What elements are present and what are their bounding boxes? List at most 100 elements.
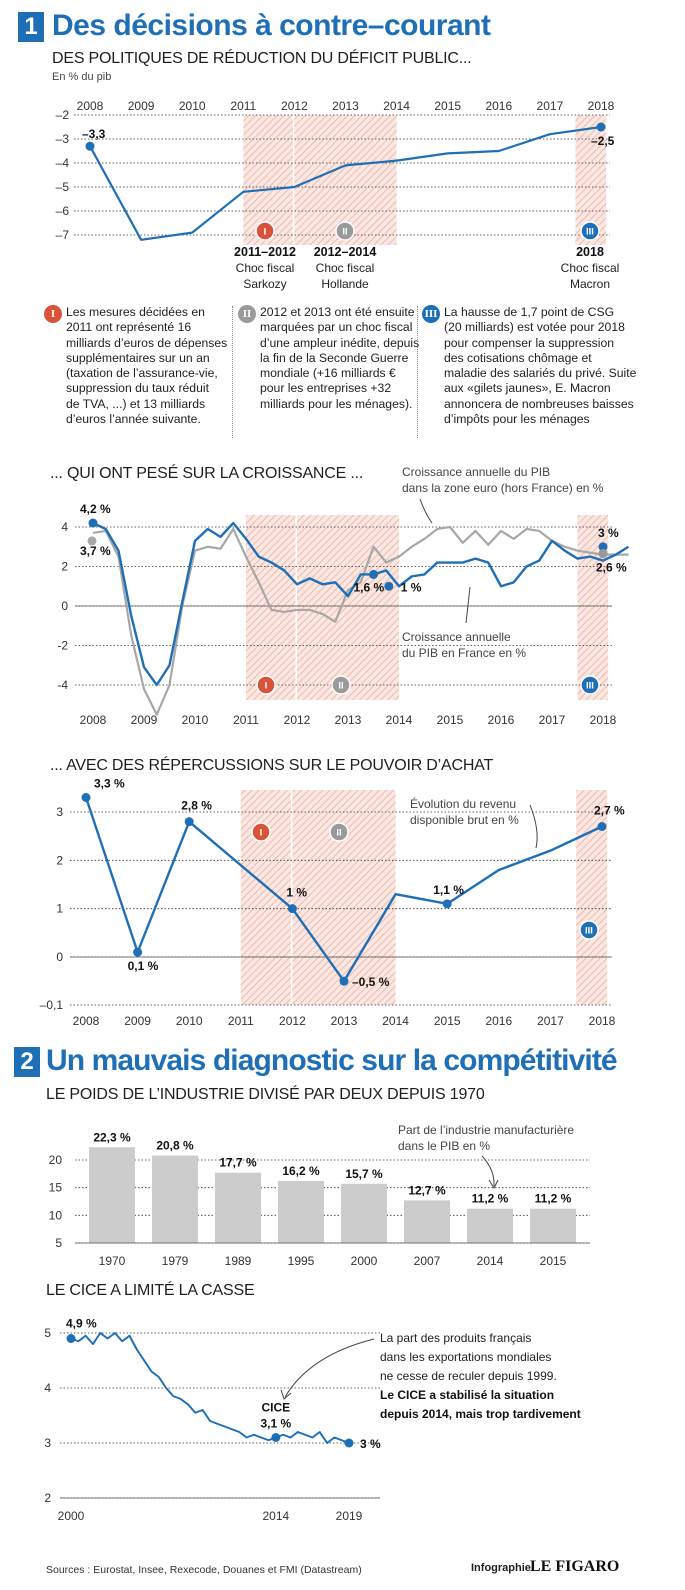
figaro-logo: LE FIGARO — [530, 1558, 620, 1575]
x-tick-label: 1995 — [288, 1254, 315, 1268]
growth-marker-I — [256, 675, 276, 695]
cice-annotation: dans les exportations mondiales — [380, 1350, 551, 1364]
ez-annotation-2: dans la zone euro (hors France) en % — [402, 481, 604, 495]
label-mid: 3,1 % — [260, 1417, 291, 1431]
label-end: –2,5 — [591, 134, 615, 148]
x-tick-label: 2014 — [383, 99, 410, 113]
x-tick-label: 2016 — [488, 713, 515, 727]
y-tick-label: 2 — [44, 1491, 51, 1505]
y-tick-label: –7 — [56, 228, 70, 242]
income-point — [442, 899, 452, 909]
y-tick-label: –5 — [56, 180, 70, 194]
y-tick-label: 2 — [56, 853, 63, 867]
x-tick-label: 1989 — [225, 1254, 252, 1268]
y-tick-label: 20 — [49, 1153, 63, 1167]
growth-marker-III — [580, 675, 600, 695]
income-marker-I — [251, 822, 271, 842]
industry-bar — [89, 1147, 135, 1243]
y-tick-label: 4 — [44, 1381, 51, 1395]
label-start: 4,9 % — [66, 1317, 97, 1331]
note-marker: II — [238, 305, 256, 323]
shock-line2: Sarkozy — [243, 277, 286, 291]
note-line: milliards pour les ménages). — [260, 396, 413, 411]
cice-chart: 5 4 3 2 2000 2014 2019 4,9 % CICE 3,1 % 3 % La part… — [44, 1317, 580, 1524]
x-tick-label: 2013 — [332, 99, 359, 113]
x-tick-label: 2012 — [279, 1014, 306, 1028]
x-tick-label: 2015 — [437, 713, 464, 727]
section-title-2: Un mauvais diagnostic sur la compétitivi… — [46, 1044, 618, 1077]
note-line: la fin de la Seconde Guerre — [260, 350, 409, 365]
y-tick-label: –3 — [56, 132, 70, 146]
x-tick-label: 2000 — [58, 1509, 85, 1523]
income-point — [133, 947, 143, 957]
industry-bar — [215, 1172, 261, 1243]
industry-annotation-2: dans le PIB en % — [398, 1139, 490, 1153]
note-text: La hausse de 1,7 point de CSG (20 milliar… — [444, 305, 636, 427]
industry-subtitle: LE POIDS DE L’INDUSTRIE DIVISÉ PAR DEUX … — [46, 1086, 485, 1103]
shock-marker-III — [580, 221, 600, 241]
y-tick-label: 5 — [44, 1326, 51, 1340]
x-tick-label: 2017 — [537, 1014, 564, 1028]
fr-annotation-2: du PIB en France en % — [402, 646, 526, 660]
growth-marker-II — [331, 675, 351, 695]
cice-subtitle: LE CICE A LIMITÉ LA CASSE — [46, 1282, 255, 1299]
shock-line2: Macron — [570, 277, 610, 291]
income-marker-III-label: III — [585, 926, 593, 937]
note-line: mondiale (+16 milliards € — [260, 366, 396, 381]
shock-marker-II — [335, 221, 355, 241]
section-number-1: 1 — [18, 12, 44, 42]
industry-bar — [404, 1200, 450, 1243]
income-marker-II-label: II — [336, 828, 341, 839]
x-tick-label: 2000 — [351, 1254, 378, 1268]
note-line: de TVA, ...) et 13 milliards — [66, 396, 206, 411]
note-line: d’une ampleur inédite, depuis — [260, 335, 420, 350]
point-start — [66, 1334, 76, 1343]
industry-bar-label: 16,2 % — [282, 1164, 320, 1178]
income-point-label: 2,8 % — [181, 799, 212, 813]
income-point-label: 1,1 % — [433, 883, 464, 897]
point-fr-end — [598, 542, 608, 552]
sources: Sources : Eurostat, Insee, Rexecode, Dou… — [46, 1564, 362, 1576]
note-line: d’impôts pour les ménages — [444, 412, 590, 427]
x-tick-label: 2017 — [537, 99, 564, 113]
industry-annotation-1: Part de l’industrie manufacturière — [398, 1123, 574, 1137]
y-tick-label: -4 — [57, 678, 68, 692]
growth-marker-I-label: I — [265, 681, 268, 692]
fr-annotation-1: Croissance annuelle — [402, 630, 511, 644]
income-point-label: –0,5 % — [352, 975, 390, 989]
cice-line — [70, 1332, 350, 1444]
growth-marker-II-label: II — [338, 681, 343, 692]
x-tick-label: 2009 — [124, 1014, 151, 1028]
industry-bar-label: 22,3 % — [93, 1130, 131, 1144]
note-line: pour compenser la suppression — [444, 335, 615, 350]
shaded-period — [292, 790, 396, 1005]
note-line: d’euros l’année suivante. — [66, 412, 201, 427]
point-2008 — [85, 141, 95, 151]
y-tick-label: -2 — [57, 639, 68, 653]
point-end — [344, 1438, 354, 1448]
shock-marker-III-label: III — [586, 227, 594, 238]
x-tick-label: 2015 — [540, 1254, 567, 1268]
france-line — [92, 521, 630, 687]
note-line: Les mesures décidées en — [66, 305, 205, 319]
note-text: Les mesures décidées en 2011 ont représen… — [66, 305, 227, 427]
x-tick-label: 1970 — [99, 1254, 126, 1268]
industry-bar-label: 11,2 % — [472, 1192, 509, 1206]
income-subtitle: ... AVEC DES RÉPERCUSSIONS SUR LE POUVOI… — [50, 757, 494, 774]
note-line: maladie des salariés du privé. Suite — [444, 366, 637, 381]
income-annotation-1: Évolution du revenu — [410, 796, 516, 811]
x-tick-label: 2007 — [414, 1254, 441, 1268]
deficit-chart: –2 –3 –4 –5 –6 –7 2008 2009 2010 2011 2012 2013 2014… — [56, 99, 620, 291]
x-tick-label: 2012 — [281, 99, 308, 113]
shock-year: 2018 — [576, 245, 604, 259]
label-ez-start: 3,7 % — [80, 544, 111, 558]
income-marker-III — [579, 920, 599, 940]
income-point — [339, 976, 349, 986]
section-number-2: 2 — [14, 1047, 40, 1077]
x-tick-label: 2013 — [335, 713, 362, 727]
label-b: 1 % — [401, 580, 422, 594]
label-cice: CICE — [262, 1401, 291, 1415]
industry-bar — [152, 1155, 198, 1243]
note-line: supplémentaires sur un an — [66, 350, 210, 365]
